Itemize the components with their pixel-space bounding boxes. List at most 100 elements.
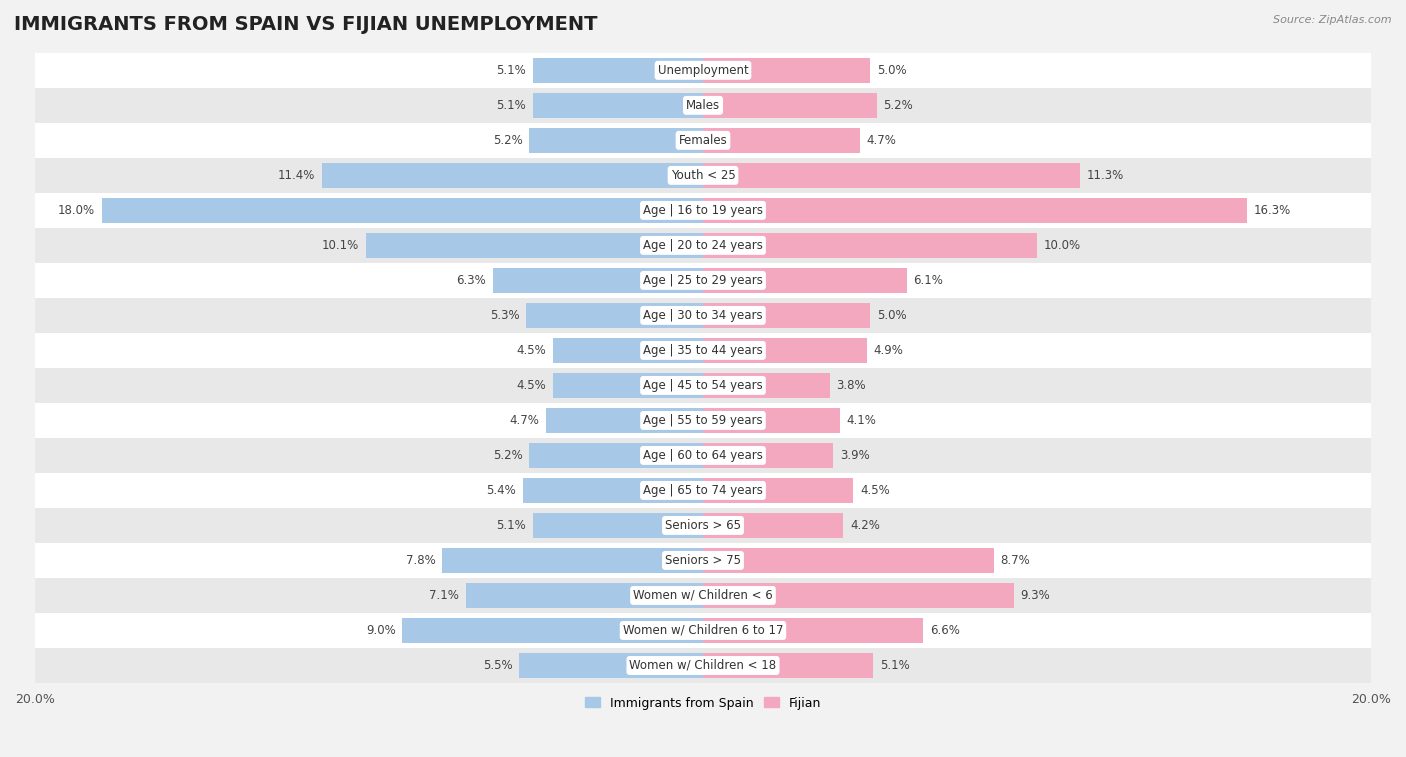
Bar (529, 443, 703, 468)
Bar (322, 163, 703, 188)
Text: Age | 65 to 74 years: Age | 65 to 74 years (643, 484, 763, 497)
Text: 5.2%: 5.2% (494, 449, 523, 462)
Bar (703, 618, 924, 643)
Text: 5.0%: 5.0% (877, 64, 907, 77)
Text: 5.2%: 5.2% (883, 99, 912, 112)
Text: 10.1%: 10.1% (322, 239, 359, 252)
Bar (465, 583, 703, 608)
Bar (703, 338, 866, 363)
Text: Age | 16 to 19 years: Age | 16 to 19 years (643, 204, 763, 217)
Bar (703, 233, 1038, 258)
Text: Age | 20 to 24 years: Age | 20 to 24 years (643, 239, 763, 252)
Bar (703, 548, 994, 573)
Text: 6.3%: 6.3% (456, 274, 486, 287)
Bar (533, 93, 703, 118)
Text: 6.1%: 6.1% (914, 274, 943, 287)
Text: Females: Females (679, 134, 727, 147)
Bar (703, 93, 877, 118)
Text: 3.9%: 3.9% (839, 449, 870, 462)
Bar (703, 198, 1247, 223)
Bar (35, 473, 1371, 508)
Text: 8.7%: 8.7% (1000, 554, 1031, 567)
Text: 4.5%: 4.5% (516, 379, 546, 392)
Text: 11.4%: 11.4% (278, 169, 315, 182)
Text: Youth < 25: Youth < 25 (671, 169, 735, 182)
Text: Women w/ Children 6 to 17: Women w/ Children 6 to 17 (623, 624, 783, 637)
Bar (35, 88, 1371, 123)
Bar (553, 338, 703, 363)
Text: Seniors > 65: Seniors > 65 (665, 519, 741, 532)
Text: 6.6%: 6.6% (931, 624, 960, 637)
Text: 5.0%: 5.0% (877, 309, 907, 322)
Bar (703, 163, 1080, 188)
Bar (546, 408, 703, 433)
Bar (703, 478, 853, 503)
Bar (35, 158, 1371, 193)
Text: Seniors > 75: Seniors > 75 (665, 554, 741, 567)
Text: 5.3%: 5.3% (489, 309, 519, 322)
Text: 3.8%: 3.8% (837, 379, 866, 392)
Text: 5.1%: 5.1% (880, 659, 910, 672)
Text: Age | 30 to 34 years: Age | 30 to 34 years (643, 309, 763, 322)
Bar (35, 333, 1371, 368)
Text: Age | 45 to 54 years: Age | 45 to 54 years (643, 379, 763, 392)
Bar (553, 373, 703, 398)
Text: 4.1%: 4.1% (846, 414, 876, 427)
Text: 16.3%: 16.3% (1254, 204, 1291, 217)
Bar (35, 543, 1371, 578)
Text: 9.0%: 9.0% (366, 624, 395, 637)
Text: Males: Males (686, 99, 720, 112)
Text: Women w/ Children < 18: Women w/ Children < 18 (630, 659, 776, 672)
Bar (35, 193, 1371, 228)
Bar (35, 438, 1371, 473)
Text: Source: ZipAtlas.com: Source: ZipAtlas.com (1274, 15, 1392, 25)
Bar (402, 618, 703, 643)
Text: Age | 35 to 44 years: Age | 35 to 44 years (643, 344, 763, 357)
Bar (703, 268, 907, 293)
Bar (35, 368, 1371, 403)
Bar (366, 233, 703, 258)
Bar (35, 123, 1371, 158)
Bar (35, 228, 1371, 263)
Text: 7.1%: 7.1% (429, 589, 460, 602)
Text: 10.0%: 10.0% (1043, 239, 1081, 252)
Text: 4.5%: 4.5% (860, 484, 890, 497)
Text: Age | 60 to 64 years: Age | 60 to 64 years (643, 449, 763, 462)
Bar (35, 648, 1371, 683)
Text: Age | 25 to 29 years: Age | 25 to 29 years (643, 274, 763, 287)
Text: 4.5%: 4.5% (516, 344, 546, 357)
Text: 5.4%: 5.4% (486, 484, 516, 497)
Bar (35, 403, 1371, 438)
Bar (703, 58, 870, 83)
Text: 4.2%: 4.2% (851, 519, 880, 532)
Bar (703, 303, 870, 328)
Bar (523, 478, 703, 503)
Bar (35, 298, 1371, 333)
Text: Unemployment: Unemployment (658, 64, 748, 77)
Bar (526, 303, 703, 328)
Bar (703, 512, 844, 538)
Bar (519, 653, 703, 678)
Bar (35, 263, 1371, 298)
Bar (703, 583, 1014, 608)
Bar (35, 53, 1371, 88)
Text: 4.9%: 4.9% (873, 344, 903, 357)
Text: Age | 55 to 59 years: Age | 55 to 59 years (643, 414, 763, 427)
Text: 4.7%: 4.7% (866, 134, 897, 147)
Text: 4.7%: 4.7% (509, 414, 540, 427)
Legend: Immigrants from Spain, Fijian: Immigrants from Spain, Fijian (581, 692, 825, 715)
Text: 5.1%: 5.1% (496, 64, 526, 77)
Bar (443, 548, 703, 573)
Bar (35, 578, 1371, 613)
Bar (533, 58, 703, 83)
Bar (703, 128, 860, 153)
Text: 5.2%: 5.2% (494, 134, 523, 147)
Bar (35, 613, 1371, 648)
Bar (529, 128, 703, 153)
Bar (703, 653, 873, 678)
Text: 11.3%: 11.3% (1087, 169, 1125, 182)
Text: 5.1%: 5.1% (496, 519, 526, 532)
Bar (533, 512, 703, 538)
Text: IMMIGRANTS FROM SPAIN VS FIJIAN UNEMPLOYMENT: IMMIGRANTS FROM SPAIN VS FIJIAN UNEMPLOY… (14, 15, 598, 34)
Bar (101, 198, 703, 223)
